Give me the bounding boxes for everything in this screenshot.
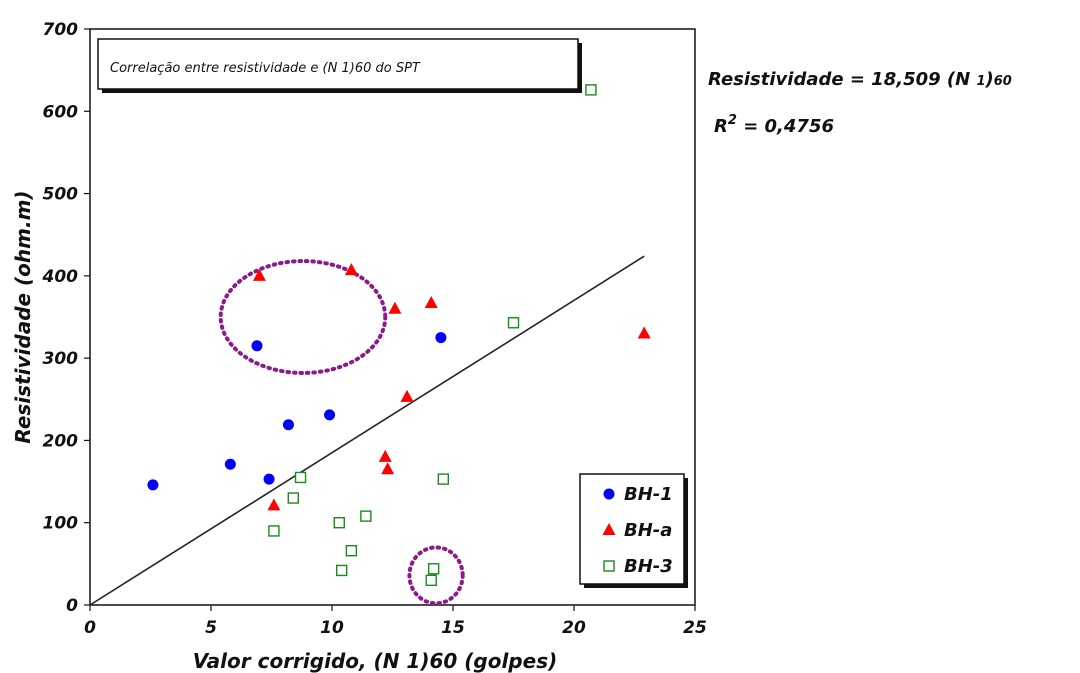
point-bh-1 bbox=[282, 419, 294, 431]
point-bh-1 bbox=[435, 332, 447, 344]
point-bh-a bbox=[637, 326, 651, 339]
trendline bbox=[89, 255, 645, 606]
y-tick-label: 200 bbox=[43, 431, 79, 451]
y-tick-label: 700 bbox=[43, 20, 79, 40]
x-tick-label: 10 bbox=[320, 618, 344, 638]
chart-title-frame bbox=[97, 38, 579, 90]
equation-line-1: Resistividade = 18,509 (N 1)60 bbox=[708, 69, 1012, 90]
x-tick-label: 0 bbox=[84, 618, 96, 638]
legend-items: BH-1 BH-a BH-3 bbox=[602, 484, 673, 577]
x-axis-title: Valor corrigido, (N 1)60 (golpes) bbox=[193, 649, 557, 673]
highlight-ellipse-1 bbox=[218, 259, 388, 375]
trendline-layer bbox=[89, 255, 645, 606]
point-bh-1 bbox=[251, 340, 263, 352]
equation-line-2-prefix: R bbox=[714, 116, 728, 137]
legend: BH-1 BH-a BH-3 bbox=[579, 473, 688, 588]
equation-line-2-rest: = 0,4756 bbox=[737, 116, 834, 137]
point-bh-a bbox=[424, 296, 438, 309]
x-tick-label: 15 bbox=[441, 618, 465, 638]
point-bh-3 bbox=[294, 471, 307, 484]
point-bh-a bbox=[267, 498, 281, 511]
point-bh-1 bbox=[147, 479, 159, 491]
equation-line-2: R2 = 0,4756 bbox=[714, 113, 834, 137]
legend-marker-bh-a bbox=[602, 523, 616, 535]
y-axis-title: Resistividade (ohm.m) bbox=[11, 190, 35, 443]
axis-ticks: 0 5 10 15 20 25 0 100 200 300 400 500 600 700 bbox=[42, 20, 707, 638]
equation-line-1-sub-60: 60 bbox=[994, 74, 1012, 89]
legend-frame bbox=[579, 473, 685, 585]
point-bh-3 bbox=[335, 564, 348, 577]
legend-label-bh-a: BH-a bbox=[624, 520, 672, 541]
point-bh-3 bbox=[333, 517, 345, 529]
legend-label-bh-3: BH-3 bbox=[624, 556, 673, 577]
legend-marker-bh-3 bbox=[603, 560, 615, 572]
point-bh-a bbox=[344, 263, 358, 276]
point-bh-3 bbox=[437, 473, 450, 485]
point-bh-3 bbox=[360, 510, 372, 522]
chart-title: Correlação entre resistividade e (N 1)60… bbox=[110, 61, 421, 76]
point-bh-a bbox=[378, 449, 392, 462]
point-bh-3 bbox=[425, 574, 437, 587]
equation-line-1-sub-1: 1 bbox=[976, 74, 985, 89]
x-tick-label: 20 bbox=[562, 618, 586, 638]
point-bh-3 bbox=[427, 563, 440, 575]
annotations bbox=[218, 259, 465, 606]
equation-line-1-prefix: Resistividade = 18,509 (N bbox=[708, 69, 976, 90]
point-bh-a bbox=[388, 301, 402, 314]
legend-marker-bh-1 bbox=[603, 488, 615, 500]
y-tick-label: 0 bbox=[66, 596, 78, 616]
plot-frame bbox=[89, 28, 696, 606]
point-bh-1 bbox=[263, 473, 275, 485]
equation-line-2-sup: 2 bbox=[728, 113, 737, 128]
y-tick-label: 600 bbox=[43, 102, 79, 122]
equation-line-1-mid: ) bbox=[985, 69, 994, 90]
point-bh-a bbox=[381, 462, 395, 475]
point-bh-3 bbox=[287, 492, 299, 504]
point-bh-a bbox=[252, 268, 266, 281]
point-bh-3 bbox=[345, 544, 358, 557]
y-tick-label: 100 bbox=[43, 514, 79, 534]
legend-label-bh-1: BH-1 bbox=[624, 484, 673, 505]
chart-title-box: Correlação entre resistividade e (N 1)60… bbox=[97, 38, 582, 93]
equation-block: Resistividade = 18,509 (N 1)60 R2 = 0,47… bbox=[708, 69, 1012, 137]
point-bh-3 bbox=[585, 84, 597, 96]
points-layer bbox=[147, 84, 651, 587]
highlight-ellipse-2 bbox=[407, 545, 465, 606]
y-tick-label: 300 bbox=[43, 349, 79, 369]
y-tick-label: 400 bbox=[42, 267, 79, 287]
point-bh-3 bbox=[268, 525, 280, 537]
point-bh-1 bbox=[224, 458, 236, 470]
point-bh-1 bbox=[324, 409, 336, 421]
point-bh-3 bbox=[507, 317, 520, 329]
x-tick-label: 25 bbox=[683, 618, 707, 638]
y-tick-label: 500 bbox=[43, 185, 79, 205]
x-tick-label: 5 bbox=[205, 618, 217, 638]
point-bh-a bbox=[400, 389, 414, 402]
